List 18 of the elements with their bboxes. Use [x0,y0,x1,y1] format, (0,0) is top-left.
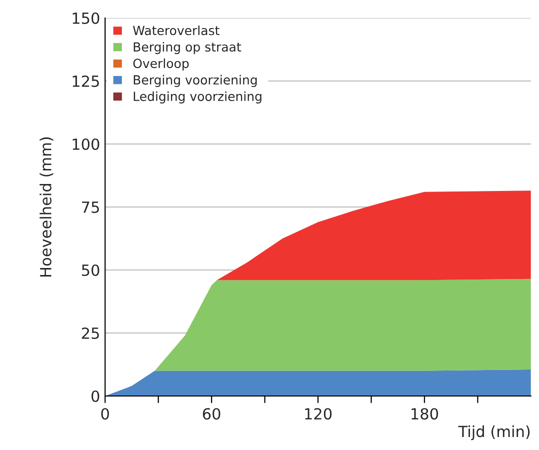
y-tick-label: 0 [92,390,100,402]
y-tick-label: 25 [82,327,99,340]
x-tick-label: 0 [101,408,109,420]
x-tick-label: 180 [412,408,438,420]
y-tick-label: 125 [72,75,99,88]
x-tick-label: 120 [305,408,332,420]
y-tick-label: 75 [82,202,99,214]
y-axis-title: Hoeveelheid (mm) [40,137,54,276]
y-tick-label: 50 [82,264,100,276]
legend-label: Lediging voorziening [134,91,262,104]
y-tick-label: 150 [72,12,100,24]
legend-label: Wateroverlast [133,26,220,36]
legend-label: Berging voorziening [134,74,257,88]
x-axis-title: Tijd (min) [458,425,530,440]
legend-label: Overloop [133,58,189,71]
x-tick-label: 60 [202,408,220,420]
y-tick-label: 100 [72,138,100,150]
legend-label: Berging op straat [134,42,242,54]
